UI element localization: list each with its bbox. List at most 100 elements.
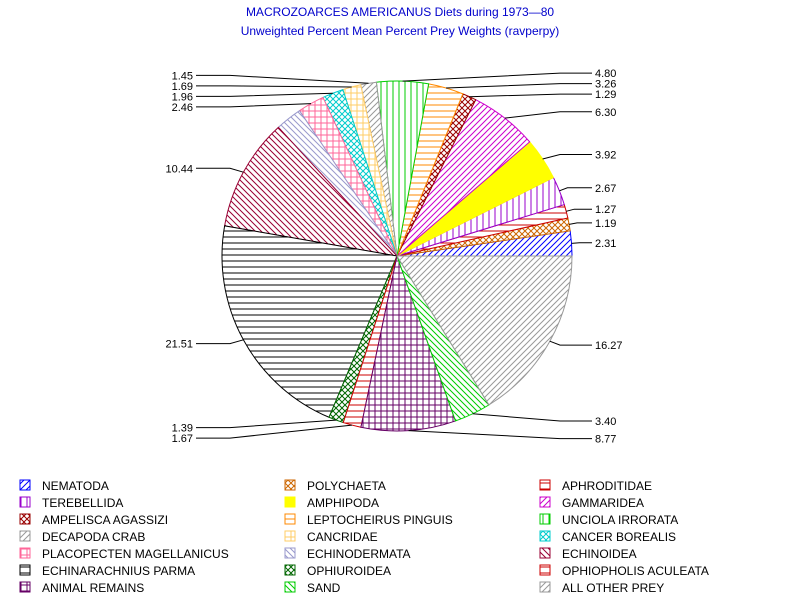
leader-line-gammaridea: [504, 111, 592, 119]
leader-line-unciola-irrorata: [402, 72, 592, 82]
legend-item-cancridae: CANCRIDAE: [284, 530, 378, 544]
legend-item-unciola-irrorata: UNCIOLA IRRORATA: [539, 513, 678, 527]
legend-item-echinodermata: ECHINODERMATA: [284, 547, 411, 561]
leader-line-decapoda-crab: [196, 74, 369, 84]
legend-swatch: [19, 547, 31, 559]
legend-label: ALL OTHER PREY: [562, 581, 664, 595]
leader-line-leptocheirus-pinguis: [445, 83, 592, 89]
slice-label-sand: 3.40: [595, 416, 616, 428]
leader-line-aphroditidae: [566, 208, 592, 212]
slice-label-echinoidea: 10.44: [165, 163, 193, 175]
legend-label: ANIMAL REMAINS: [42, 581, 144, 595]
legend-swatch: [539, 513, 551, 525]
legend-label: ECHINODERMATA: [307, 547, 411, 561]
slice-label-gammaridea: 6.30: [595, 107, 616, 119]
leader-line-ophiopholis-aculeata: [196, 424, 353, 439]
slice-label-decapoda-crab: 1.45: [172, 70, 193, 82]
slice-label-cancridae: 1.69: [172, 81, 193, 93]
legend-swatch: [539, 479, 551, 491]
legend-item-cancer-borealis: CANCER BOREALIS: [539, 530, 676, 544]
legend-swatch: [19, 530, 31, 542]
legend-label: GAMMARIDEA: [562, 496, 644, 510]
legend-swatch: [539, 564, 551, 576]
legend-label: PLACOPECTEN MAGELLANICUS: [42, 547, 229, 561]
legend-item-aphroditidae: APHRODITIDAE: [539, 479, 652, 493]
legend-label: APHRODITIDAE: [562, 479, 652, 493]
leader-line-nematoda: [571, 242, 592, 244]
slice-label-unciola-irrorata: 4.80: [595, 68, 616, 80]
legend-swatch: [19, 564, 31, 576]
leader-line-ampelisca-agassizi: [469, 93, 592, 98]
leader-line-placopecten-magellanicus: [196, 103, 312, 108]
leader-line-echinarachnius-parma: [196, 339, 244, 345]
pie-slices: [221, 80, 573, 432]
slice-label-cancer-borealis: 1.96: [172, 91, 193, 103]
leader-line-terebellida: [559, 187, 592, 192]
legend-item-polychaeta: POLYCHAETA: [284, 479, 386, 493]
legend-swatch: [19, 496, 31, 508]
legend-label: AMPHIPODA: [307, 496, 379, 510]
legend-item-nematoda: NEMATODA: [19, 479, 109, 493]
legend-item-decapoda-crab: DECAPODA CRAB: [19, 530, 145, 544]
pie-slice-all-other-prey: [396, 255, 573, 406]
legend-label: NEMATODA: [42, 479, 109, 493]
legend-label: DECAPODA CRAB: [42, 530, 145, 544]
slice-labels: 4.803.261.29 6.30 3.92 2.67 1.27 1.19 2.31 16.2…: [165, 68, 622, 446]
legend-label: ECHINARACHNIUS PARMA: [42, 564, 195, 578]
legend-swatch: [284, 581, 296, 593]
legend-item-terebellida: TEREBELLIDA: [19, 496, 123, 510]
slice-label-leptocheirus-pinguis: 3.26: [595, 79, 616, 91]
legend-swatch: [19, 581, 31, 593]
leader-line-ophiuroidea: [196, 419, 337, 429]
legend-item-amphipoda: AMPHIPODA: [284, 496, 379, 510]
legend-swatch: [284, 547, 296, 559]
legend-label: ECHINOIDEA: [562, 547, 637, 561]
slice-label-ophiopholis-aculeata: 1.67: [172, 433, 193, 445]
slice-label-ophiuroidea: 1.39: [172, 423, 193, 435]
slice-label-terebellida: 2.67: [595, 183, 616, 195]
legend-item-echinarachnius-parma: ECHINARACHNIUS PARMA: [19, 564, 195, 578]
legend-label: TEREBELLIDA: [42, 496, 123, 510]
leader-line-echinoidea: [196, 167, 244, 173]
slice-label-amphipoda: 3.92: [595, 150, 616, 162]
slice-label-nematoda: 2.31: [595, 238, 616, 250]
legend-swatch: [284, 513, 296, 525]
leader-line-sand: [472, 413, 592, 422]
chart-subtitle: Unweighted Percent Mean Percent Prey Wei…: [241, 24, 560, 38]
legend: NEMATODA POLYCHAETA APHRODITIDAE TEREBELLID…: [19, 479, 709, 595]
slice-label-placopecten-magellanicus: 2.46: [172, 102, 193, 114]
legend-item-placopecten-magellanicus: PLACOPECTEN MAGELLANICUS: [19, 547, 229, 561]
legend-item-echinoidea: ECHINOIDEA: [539, 547, 637, 561]
legend-item-ophiopholis-aculeata: OPHIOPHOLIS ACULEATA: [539, 564, 709, 578]
legend-item-ophiuroidea: OPHIUROIDEA: [284, 564, 391, 578]
leader-line-animal-remains: [408, 430, 592, 440]
slice-label-polychaeta: 1.19: [595, 218, 616, 230]
slice-label-aphroditidae: 1.27: [595, 204, 616, 216]
slice-label-all-other-prey: 16.27: [595, 340, 623, 352]
slice-label-animal-remains: 8.77: [595, 434, 616, 446]
legend-label: SAND: [307, 581, 341, 595]
legend-label: CANCER BOREALIS: [562, 530, 676, 544]
legend-label: LEPTOCHEIRUS PINGUIS: [307, 513, 453, 527]
legend-label: OPHIOPHOLIS ACULEATA: [562, 564, 709, 578]
legend-swatch: [284, 564, 296, 576]
leader-line-cancridae: [196, 85, 352, 88]
slice-label-ampelisca-agassizi: 1.29: [595, 89, 616, 101]
slice-label-echinarachnius-parma: 21.51: [165, 339, 193, 351]
legend-swatch: [539, 496, 551, 508]
chart-title: MACROZOARCES AMERICANUS Diets during 197…: [246, 5, 554, 19]
legend-item-leptocheirus-pinguis: LEPTOCHEIRUS PINGUIS: [284, 513, 453, 527]
legend-swatch: [19, 513, 31, 525]
legend-label: AMPELISCA AGASSIZI: [42, 513, 168, 527]
legend-swatch: [539, 581, 551, 593]
legend-item-ampelisca-agassizi: AMPELISCA AGASSIZI: [19, 513, 168, 527]
legend-item-animal-remains: ANIMAL REMAINS: [19, 581, 144, 595]
leader-line-all-other-prey: [549, 340, 592, 346]
legend-swatch: [539, 530, 551, 542]
leader-line-amphipoda: [542, 154, 592, 160]
legend-label: POLYCHAETA: [307, 479, 386, 493]
leader-line-cancer-borealis: [196, 92, 333, 97]
legend-swatch: [284, 496, 296, 508]
legend-label: CANCRIDAE: [307, 530, 378, 544]
